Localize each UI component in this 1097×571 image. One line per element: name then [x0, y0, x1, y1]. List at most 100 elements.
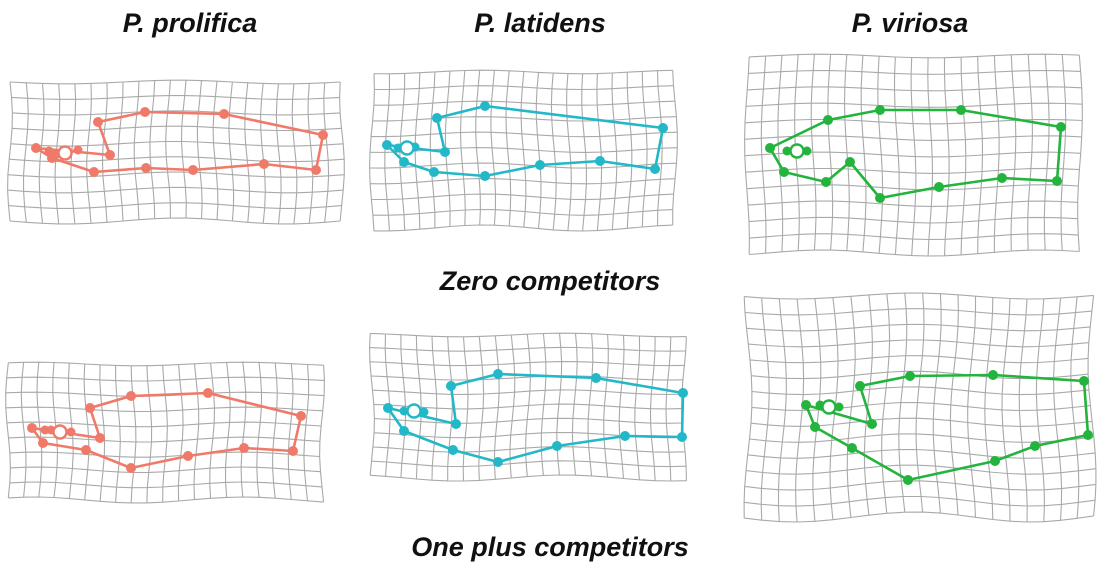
grid-col-line	[881, 293, 891, 514]
landmark-point	[85, 403, 95, 413]
grid-col-line	[196, 80, 203, 219]
grid-col-line	[38, 83, 45, 224]
grid-col-line	[1035, 298, 1045, 522]
grid-col-line	[493, 335, 500, 480]
landmark-point	[38, 438, 48, 448]
grid-col-line	[777, 55, 784, 252]
grid-row-line	[749, 249, 1080, 257]
landmark-point	[27, 423, 37, 433]
grid-col-line	[240, 362, 247, 498]
grid-col-line	[649, 336, 656, 481]
eye-ring	[789, 143, 805, 159]
landmark-point	[126, 463, 136, 473]
landmark-point	[779, 167, 789, 177]
grid-col-line	[303, 364, 310, 501]
landmark-point	[678, 388, 688, 398]
grid-col-line	[130, 365, 137, 503]
landmark-point	[990, 456, 1000, 466]
grid-col-line	[1070, 296, 1080, 519]
landmark-point	[847, 443, 857, 453]
grid-col-line	[618, 335, 625, 479]
grid-col-line	[415, 335, 422, 480]
landmark-point	[1056, 122, 1066, 132]
grid-col-line	[596, 73, 603, 231]
landmark-point	[311, 165, 321, 175]
landmark-point	[934, 182, 944, 192]
landmark-point	[956, 105, 966, 115]
grid-row-line	[10, 140, 344, 147]
grid-col-line	[656, 70, 663, 226]
grid-row-line	[9, 481, 323, 489]
grid-col-line	[490, 70, 497, 226]
landmark-point	[834, 402, 844, 412]
grid-col-line	[525, 334, 531, 477]
grid-col-line	[1060, 54, 1067, 251]
row-label-one-plus-competitors: One plus competitors	[411, 532, 689, 562]
landmark-point	[875, 193, 885, 203]
deformation-grid-latidens-zero	[369, 69, 678, 232]
deformation-grid-viriosa-one	[743, 292, 1097, 523]
grid-col-line	[827, 54, 834, 251]
grid-col-line	[101, 82, 108, 223]
grid-col-line	[915, 293, 925, 513]
eye-ring	[821, 399, 837, 415]
landmark-point	[765, 143, 775, 153]
grid-col-line	[863, 294, 873, 516]
landmark-point	[89, 167, 99, 177]
grid-row-line	[7, 186, 344, 194]
grid-col-line	[977, 56, 984, 254]
landmark-point	[801, 400, 811, 410]
eye-ring	[57, 145, 73, 161]
grid-col-line	[307, 83, 314, 224]
grid-col-line	[993, 55, 1000, 253]
grid-col-line	[462, 336, 469, 482]
landmark-point	[259, 159, 269, 169]
grid-col-line	[224, 362, 231, 498]
landmark-point	[31, 143, 41, 153]
landmark-outline	[804, 373, 1090, 482]
deformation-grid-prolifica-one	[5, 361, 325, 504]
grid-row-line	[372, 116, 677, 122]
landmark-point	[81, 445, 91, 455]
grid-col-line	[810, 54, 817, 251]
landmark-point	[903, 475, 913, 485]
grid-row-line	[749, 433, 1094, 443]
grid-col-line	[860, 55, 867, 252]
grid-col-line	[587, 333, 594, 476]
grid-col-line	[943, 57, 950, 256]
grid-col-line	[400, 334, 407, 478]
row-label-zero-competitors: Zero competitors	[439, 266, 661, 296]
landmark-point	[802, 146, 812, 156]
grid-row-line	[751, 386, 1089, 396]
landmark-point	[399, 157, 409, 167]
grid-col-line	[550, 73, 557, 230]
grid-col-line	[672, 70, 678, 226]
grid-col-line	[228, 81, 235, 222]
landmark-point	[440, 147, 450, 157]
grid-col-line	[1087, 295, 1097, 516]
grid-col-line	[275, 83, 282, 224]
grid-col-line	[165, 80, 171, 219]
grid-col-line	[475, 70, 481, 226]
grid-col-line	[447, 336, 453, 481]
grid-col-line	[319, 365, 325, 503]
landmark-point	[203, 388, 213, 398]
grid-row-line	[744, 495, 1096, 507]
grid-row-line	[746, 184, 1079, 191]
grid-col-line	[571, 333, 578, 476]
landmark-point	[73, 145, 83, 155]
grid-col-line	[910, 57, 917, 256]
grid-col-line	[20, 362, 27, 498]
grid-row-line	[12, 110, 341, 116]
grid-col-line	[99, 364, 106, 502]
grid-row-line	[747, 448, 1096, 459]
grid-row-line	[745, 167, 1080, 174]
grid-row-line	[748, 339, 1089, 348]
landmark-point	[905, 371, 915, 381]
grid-col-line	[744, 56, 750, 255]
landmark-point	[219, 109, 229, 119]
landmark-point	[188, 165, 198, 175]
grid-col-line	[7, 81, 13, 222]
grid-col-line	[384, 73, 391, 231]
